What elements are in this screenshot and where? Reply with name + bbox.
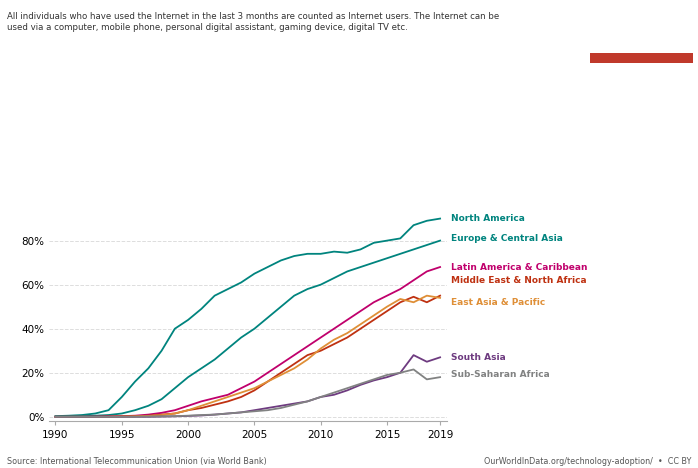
Text: Our World: Our World <box>616 15 667 24</box>
Text: South Asia: South Asia <box>451 353 505 362</box>
Text: OurWorldInData.org/technology-adoption/  •  CC BY: OurWorldInData.org/technology-adoption/ … <box>484 457 691 466</box>
Text: North America: North America <box>451 214 525 223</box>
Text: Middle East & North Africa: Middle East & North Africa <box>451 276 586 285</box>
Text: East Asia & Pacific: East Asia & Pacific <box>451 298 545 307</box>
Text: Source: International Telecommunication Union (via World Bank): Source: International Telecommunication … <box>7 457 267 466</box>
Text: Europe & Central Asia: Europe & Central Asia <box>451 234 563 243</box>
Text: Sub-Saharan Africa: Sub-Saharan Africa <box>451 371 549 380</box>
Text: in Data: in Data <box>623 32 660 41</box>
Text: Latin America & Caribbean: Latin America & Caribbean <box>451 263 587 271</box>
FancyBboxPatch shape <box>590 52 693 63</box>
Text: All individuals who have used the Internet in the last 3 months are counted as I: All individuals who have used the Intern… <box>7 12 499 32</box>
